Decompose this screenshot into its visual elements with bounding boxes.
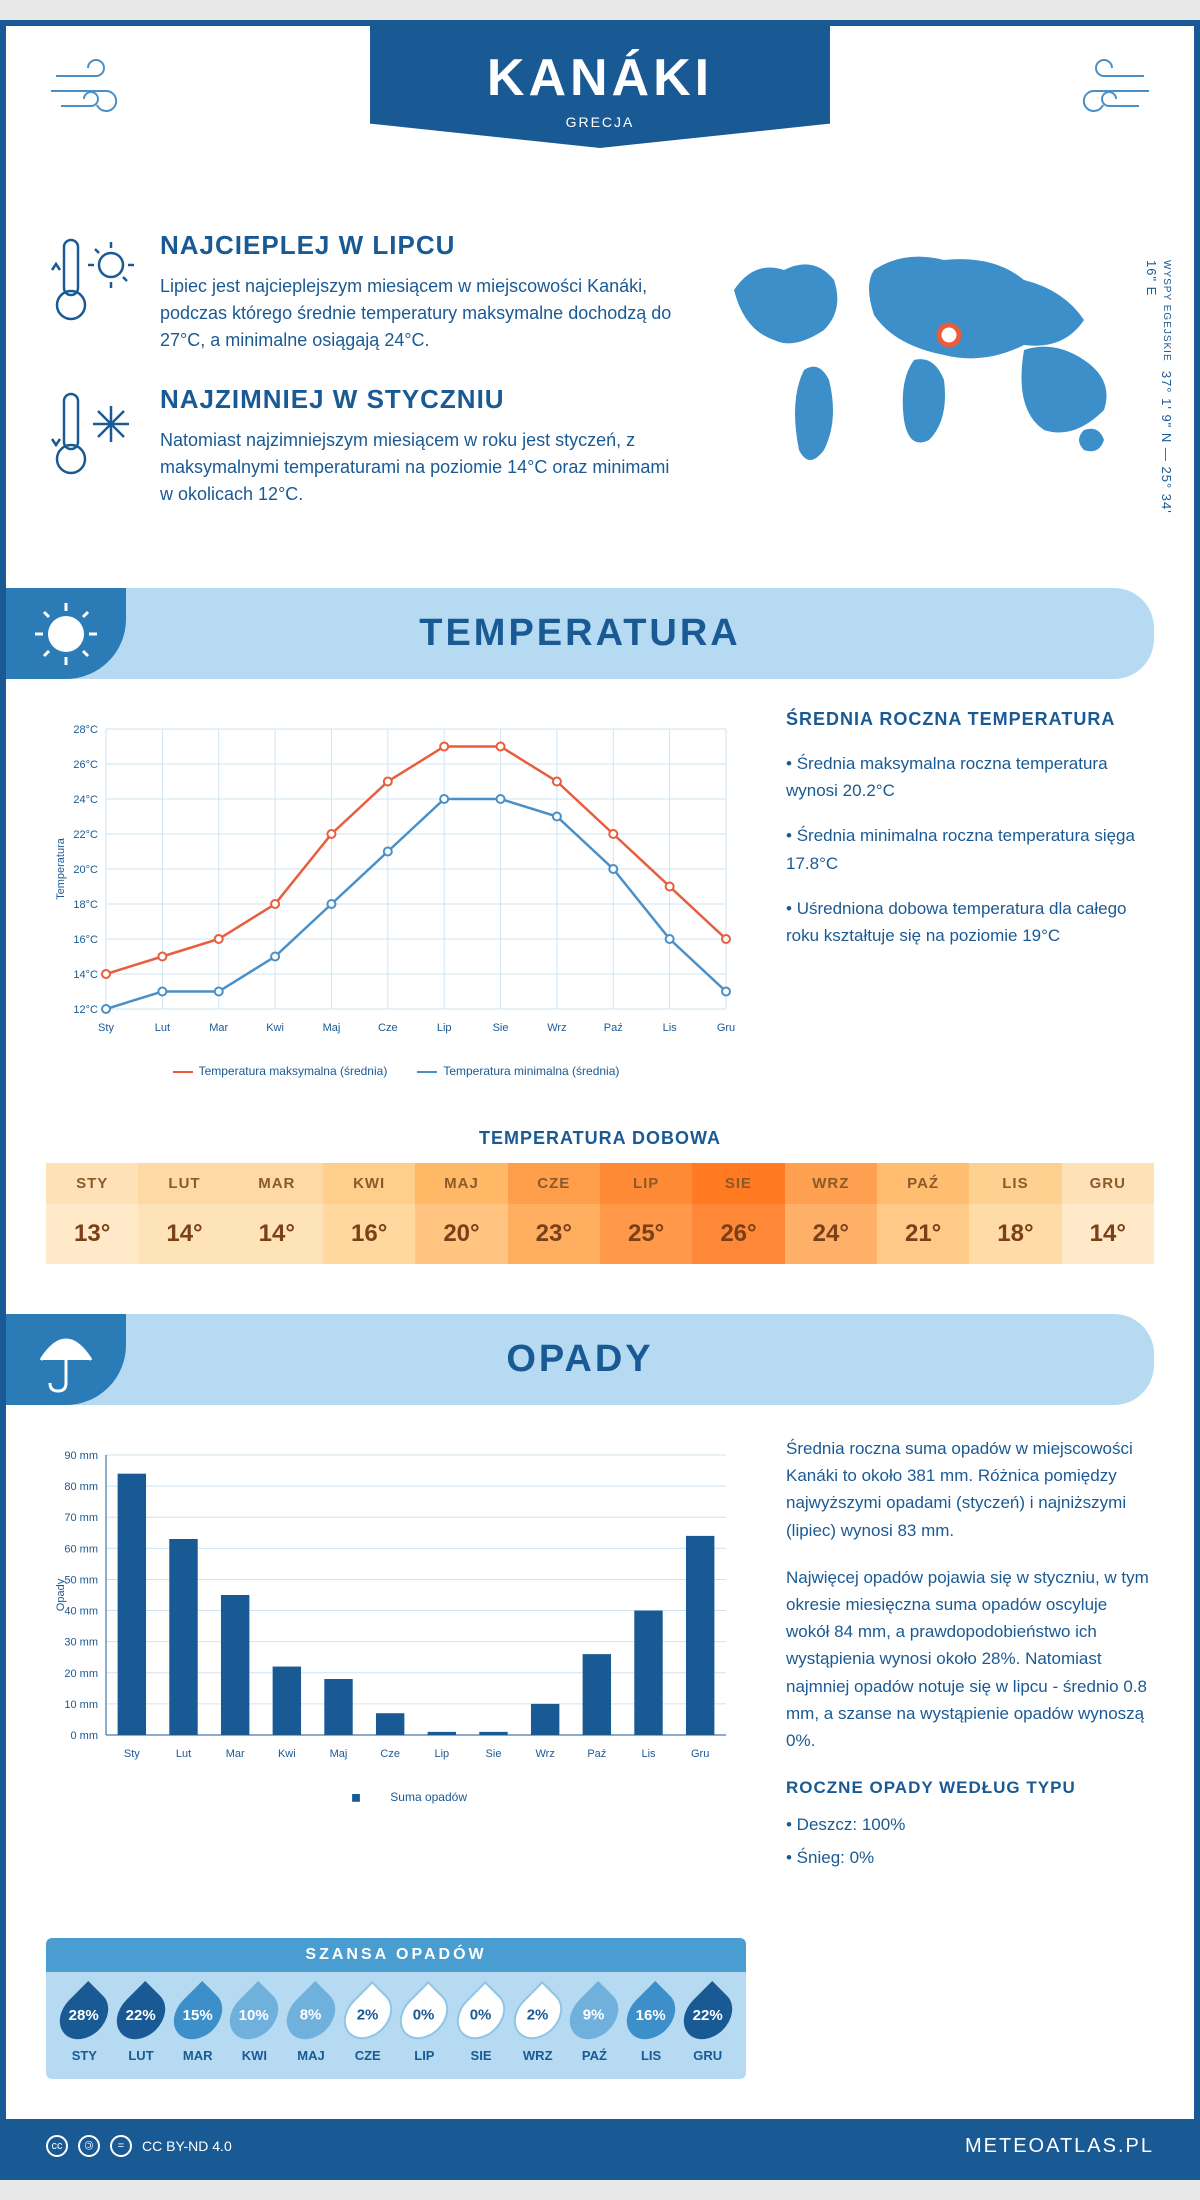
svg-text:60 mm: 60 mm xyxy=(64,1543,98,1555)
svg-text:18°C: 18°C xyxy=(73,899,98,911)
svg-text:Temperatura: Temperatura xyxy=(55,837,67,900)
svg-text:Opady: Opady xyxy=(55,1578,67,1611)
svg-text:Lut: Lut xyxy=(155,1022,170,1034)
thermometer-snow-icon xyxy=(46,384,136,508)
svg-text:Lis: Lis xyxy=(641,1748,656,1760)
svg-text:Cze: Cze xyxy=(380,1748,400,1760)
svg-text:Maj: Maj xyxy=(330,1748,348,1760)
svg-text:40 mm: 40 mm xyxy=(64,1606,98,1618)
svg-text:Paź: Paź xyxy=(587,1748,606,1760)
location-marker xyxy=(939,325,959,345)
svg-text:Sty: Sty xyxy=(98,1022,114,1034)
svg-text:Wrz: Wrz xyxy=(547,1022,566,1034)
warm-title: NAJCIEPLEJ W LIPCU xyxy=(160,230,674,261)
precip-type-list: • Deszcz: 100%• Śnieg: 0% xyxy=(786,1811,1154,1871)
svg-text:22°C: 22°C xyxy=(73,829,98,841)
annual-temp-list: Średnia maksymalna roczna temperatura wy… xyxy=(786,750,1154,949)
svg-text:80 mm: 80 mm xyxy=(64,1481,98,1493)
svg-text:Wrz: Wrz xyxy=(535,1748,554,1760)
wind-icon xyxy=(46,56,136,140)
cold-text: Natomiast najzimniejszym miesiącem w rok… xyxy=(160,427,674,508)
svg-text:0 mm: 0 mm xyxy=(71,1730,99,1742)
license: cc🄯= CC BY-ND 4.0 xyxy=(46,2135,232,2157)
world-map xyxy=(714,230,1154,490)
precip-chance-table: SZANSA OPADÓW 28%STY22%LUT15%MAR10%KWI8%… xyxy=(46,1938,746,2079)
svg-text:12°C: 12°C xyxy=(73,1004,98,1016)
header-banner: KANÁKI GRECJA xyxy=(370,26,830,148)
svg-text:24°C: 24°C xyxy=(73,794,98,806)
country: GRECJA xyxy=(390,114,810,130)
warm-text: Lipiec jest najcieplejszym miesiącem w m… xyxy=(160,273,674,354)
sun-icon xyxy=(6,588,126,679)
precip-type-title: ROCZNE OPADY WEDŁUG TYPU xyxy=(786,1774,1154,1801)
svg-text:Sie: Sie xyxy=(486,1748,502,1760)
svg-text:Maj: Maj xyxy=(323,1022,341,1034)
svg-text:Gru: Gru xyxy=(717,1022,735,1034)
svg-text:Lip: Lip xyxy=(437,1022,452,1034)
svg-text:Gru: Gru xyxy=(691,1748,709,1760)
temperature-chart: 12°C 14°C 16°C 18°C 20°C 22°C 24°C 26°C 28°C Sty L… xyxy=(46,709,746,1049)
precipitation-header: OPADY xyxy=(6,1314,1154,1405)
svg-text:70 mm: 70 mm xyxy=(64,1512,98,1524)
svg-text:30 mm: 30 mm xyxy=(64,1637,98,1649)
daily-temp-table: STY13°LUT14°MAR14°KWI16°MAJ20°CZE23°LIP2… xyxy=(46,1163,1154,1264)
precipitation-chart: 0 mm 10 mm 20 mm 30 mm 40 mm 50 mm 60 mm 70 mm 8… xyxy=(46,1435,746,1775)
umbrella-icon xyxy=(6,1314,126,1405)
svg-text:20°C: 20°C xyxy=(73,864,98,876)
svg-text:Paź: Paź xyxy=(604,1022,623,1034)
svg-text:Cze: Cze xyxy=(378,1022,398,1034)
svg-text:Lip: Lip xyxy=(434,1748,449,1760)
svg-text:Mar: Mar xyxy=(209,1022,228,1034)
thermometer-sun-icon xyxy=(46,230,136,354)
cold-title: NAJZIMNIEJ W STYCZNIU xyxy=(160,384,674,415)
svg-text:26°C: 26°C xyxy=(73,759,98,771)
svg-text:20 mm: 20 mm xyxy=(64,1668,98,1680)
svg-text:Lut: Lut xyxy=(176,1748,191,1760)
precip-legend: ◼ Suma opadów xyxy=(46,1790,746,1804)
coordinates: WYSPY EGEJSKIE 37° 1' 9" N — 25° 34' 16"… xyxy=(1144,260,1174,538)
precip-para1: Średnia roczna suma opadów w miejscowośc… xyxy=(786,1435,1154,1544)
svg-text:Sty: Sty xyxy=(124,1748,140,1760)
svg-text:14°C: 14°C xyxy=(73,969,98,981)
brand: METEOATLAS.PL xyxy=(965,2135,1154,2158)
svg-text:Kwi: Kwi xyxy=(278,1748,296,1760)
svg-text:90 mm: 90 mm xyxy=(64,1450,98,1462)
svg-text:16°C: 16°C xyxy=(73,934,98,946)
svg-text:Kwi: Kwi xyxy=(266,1022,284,1034)
chart-legend: Temperatura maksymalna (średnia) Tempera… xyxy=(46,1064,746,1078)
annual-temp-title: ŚREDNIA ROCZNA TEMPERATURA xyxy=(786,709,1154,730)
wind-icon xyxy=(1064,56,1154,140)
precip-para2: Najwięcej opadów pojawia się w styczniu,… xyxy=(786,1564,1154,1754)
svg-text:Lis: Lis xyxy=(663,1022,678,1034)
svg-text:50 mm: 50 mm xyxy=(64,1574,98,1586)
location-title: KANÁKI xyxy=(390,48,810,108)
temperature-header: TEMPERATURA xyxy=(6,588,1154,679)
daily-temp-title: TEMPERATURA DOBOWA xyxy=(6,1128,1194,1149)
svg-text:Mar: Mar xyxy=(226,1748,245,1760)
svg-text:10 mm: 10 mm xyxy=(64,1699,98,1711)
svg-text:Sie: Sie xyxy=(493,1022,509,1034)
svg-text:28°C: 28°C xyxy=(73,724,98,736)
